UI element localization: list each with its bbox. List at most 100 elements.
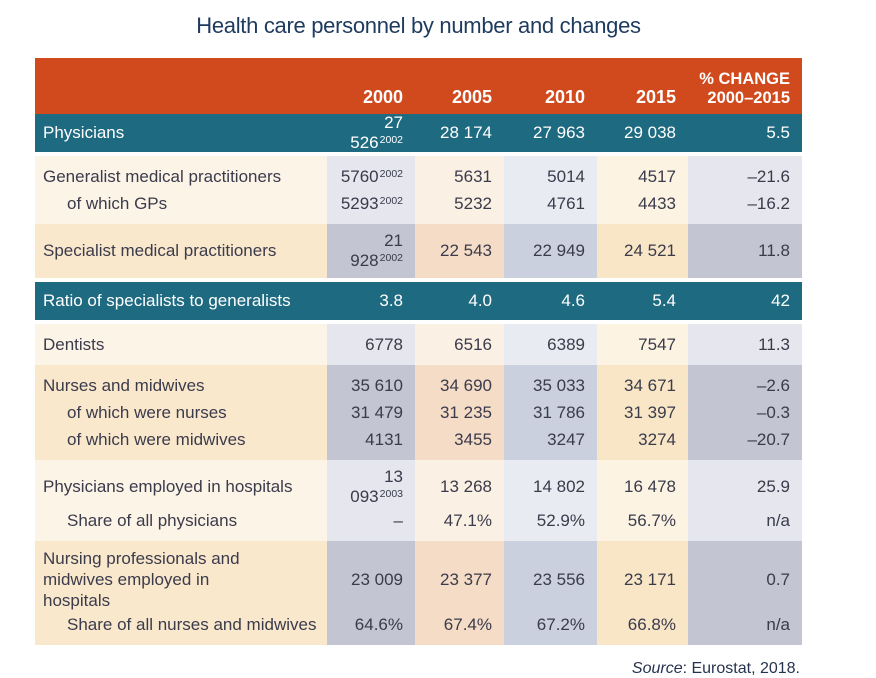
value-cell: 27 963 [533, 123, 585, 142]
row-group: Nurses and midwives 35 610 34 690 35 033 34 … [35, 365, 802, 460]
column-tint [415, 324, 504, 365]
column-tint [597, 365, 688, 460]
row-label: of which were nurses [67, 402, 227, 422]
value-cell: 22 949 [533, 241, 585, 260]
value-cell: 5014 [547, 166, 585, 186]
page-title: Health care personnel by number and chan… [196, 13, 641, 38]
value-cell: 31 397 [624, 402, 676, 422]
row-label: Nurses and midwives [43, 375, 205, 395]
value-cell: 13 0932003 [350, 467, 403, 506]
column-tint [597, 541, 688, 645]
value-cell: 22 543 [440, 241, 492, 260]
row-label: Physicians [43, 123, 125, 142]
value-cell: 4131 [365, 429, 403, 449]
highlight-row: Ratio of specialists to generalists 3.8 4.… [35, 282, 802, 320]
value-cell: –20.7 [747, 429, 790, 449]
value-cell: 23 171 [624, 569, 676, 589]
value-cell: 3.8 [379, 291, 403, 310]
value-cell: 7547 [638, 334, 676, 354]
column-tint [415, 156, 504, 224]
header-year-2010: 2010 [544, 87, 585, 107]
row-label: Ratio of specialists to generalists [43, 291, 291, 310]
column-tint [504, 324, 597, 365]
value-cell: 29 038 [624, 123, 676, 142]
value-cell: n/a [766, 614, 790, 634]
highlight-row: Physicians 27 5262002 28 174 27 963 29 038 5.… [35, 113, 802, 152]
table-row: of which were midwives 4131 3455 3247 3274 –2… [35, 426, 802, 453]
column-tint [688, 365, 802, 460]
column-tint [688, 460, 802, 541]
column-tint [415, 460, 504, 541]
value-cell: –0.3 [756, 402, 790, 422]
column-tint [327, 365, 415, 460]
value-cell: 21 9282002 [350, 231, 403, 270]
header-year-2015: 2015 [635, 87, 676, 107]
value-cell: 23 556 [533, 569, 585, 589]
column-tint [327, 324, 415, 365]
footnote-year-superscript: 2002 [379, 167, 403, 180]
value-cell: 11.8 [758, 241, 790, 260]
row-label: Share of all nurses and midwives [67, 614, 317, 634]
value-cell: 5.4 [652, 291, 676, 310]
table-row: Nursing professionals and midwives emplo… [35, 548, 802, 611]
column-tint [327, 460, 415, 541]
value-cell: 23 009 [351, 569, 403, 589]
value-cell: 23 377 [440, 569, 492, 589]
column-tint [327, 156, 415, 224]
value-cell: 31 786 [533, 402, 585, 422]
row-group: Specialist medical practitioners 21 92820… [35, 224, 802, 278]
value-cell: 52.9% [536, 510, 585, 530]
row-label: Generalist medical practitioners [43, 166, 282, 186]
row-gap [35, 320, 802, 324]
value-cell: –2.6 [756, 375, 790, 395]
footnote-year-superscript: 2003 [379, 488, 403, 500]
value-cell: 31 235 [440, 402, 492, 422]
source-label: Source [631, 660, 683, 677]
value-cell: 47.1% [443, 510, 492, 530]
value-cell: 66.8% [627, 614, 676, 634]
value-cell: 16 478 [624, 477, 676, 496]
value-cell: 3274 [638, 429, 676, 449]
value-cell: 4.6 [561, 291, 585, 310]
table-header-row: 2000 2005 2010 2015 % CHANGE 2000–2015 [35, 58, 802, 114]
value-cell: 35 610 [351, 375, 403, 395]
value-cell: 56.7% [627, 510, 676, 530]
source-note: Source: Eurostat, 2018. [35, 660, 802, 678]
value-cell: 27 5262002 [350, 113, 403, 152]
value-cell: 28 174 [440, 123, 492, 142]
value-cell: 31 479 [351, 402, 403, 422]
value-cell: 5232 [454, 193, 492, 213]
value-cell: 3247 [547, 429, 585, 449]
row-label: of which GPs [67, 193, 168, 213]
value-cell: 52932002 [340, 193, 403, 213]
table-row: Share of all physicians – 47.1% 52.9% 56.7% n… [35, 507, 802, 534]
value-cell: 4.0 [468, 291, 492, 310]
column-tint [504, 365, 597, 460]
value-cell: 42 [771, 291, 790, 310]
value-cell: – [393, 510, 403, 530]
value-cell: 34 690 [440, 375, 492, 395]
column-tint [688, 324, 802, 365]
footnote-year-superscript: 2002 [379, 194, 403, 207]
header-year-2005: 2005 [451, 87, 492, 107]
value-cell: 67.4% [443, 614, 492, 634]
row-label: Dentists [43, 334, 105, 354]
column-tint [415, 541, 504, 645]
value-cell: 34 671 [624, 375, 676, 395]
value-cell: 3455 [454, 429, 492, 449]
row-group: Nursing professionals and midwives emplo… [35, 541, 802, 645]
value-cell: 4433 [638, 193, 676, 213]
column-tint [504, 541, 597, 645]
table-row: of which GPs 52932002 5232 4761 4433 –16.2 [35, 190, 802, 217]
value-cell: 4761 [547, 193, 585, 213]
header-pct-change: % CHANGE 2000–2015 [688, 70, 802, 108]
row-label: of which were midwives [67, 429, 246, 449]
footnote-year-superscript: 2002 [379, 252, 403, 264]
value-cell: 6389 [547, 334, 585, 354]
table-row: Generalist medical practitioners 57602002… [35, 163, 802, 190]
column-tint [688, 156, 802, 224]
value-cell: 67.2% [536, 614, 585, 634]
value-cell: 4517 [638, 166, 676, 186]
row-label: Nursing professionals and midwives emplo… [43, 549, 240, 610]
row-label: Specialist medical practitioners [43, 241, 277, 260]
